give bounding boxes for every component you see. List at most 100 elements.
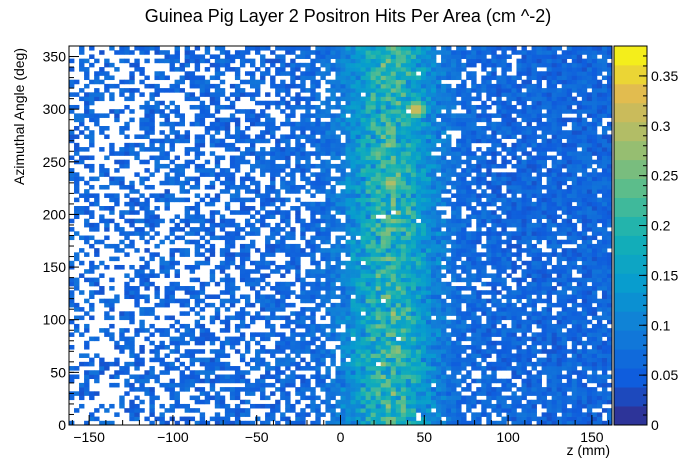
heatmap-cell (340, 248, 346, 253)
heatmap-cell (89, 307, 95, 312)
heatmap-cell (340, 159, 346, 165)
heatmap-cell (104, 218, 110, 224)
heatmap-cell (400, 113, 407, 118)
heatmap-cell (300, 420, 306, 426)
heatmap-cell (169, 408, 175, 413)
heatmap-cell (244, 218, 251, 224)
heatmap-cell (410, 361, 417, 367)
heatmap-cell (481, 408, 487, 413)
heatmap-cell (154, 344, 160, 350)
heatmap-cell (385, 138, 392, 144)
heatmap-cell (114, 176, 120, 182)
heatmap-cell (355, 117, 361, 123)
heatmap-cell (481, 332, 487, 337)
heatmap-cell (431, 420, 437, 426)
heatmap-cell (315, 117, 321, 123)
heatmap-cell (234, 311, 241, 316)
heatmap-cell (69, 420, 75, 426)
heatmap-cell (295, 46, 301, 51)
heatmap-cell (471, 75, 477, 81)
heatmap-cell (204, 130, 211, 135)
heatmap-cell (280, 264, 286, 270)
heatmap-cell (395, 163, 402, 169)
heatmap-cell (380, 412, 387, 417)
heatmap-cell (124, 235, 130, 241)
heatmap-cell (441, 176, 447, 182)
heatmap-cell (436, 340, 442, 346)
heatmap-cell (431, 184, 437, 190)
heatmap-cell (199, 227, 206, 232)
heatmap-cell (395, 235, 402, 241)
heatmap-cell (209, 218, 216, 224)
heatmap-cell (189, 50, 196, 55)
heatmap-cell (280, 336, 286, 342)
heatmap-cell (390, 382, 397, 388)
heatmap-cell (149, 193, 155, 198)
heatmap-cell (209, 416, 216, 422)
heatmap-cell (385, 412, 392, 417)
heatmap-cell (325, 336, 331, 342)
heatmap-cell (335, 79, 341, 85)
heatmap-cell (425, 319, 432, 325)
heatmap-cell (355, 382, 361, 388)
heatmap-cell (320, 138, 326, 144)
heatmap-cell (335, 378, 341, 384)
heatmap-cell (370, 50, 377, 55)
heatmap-cell (360, 210, 366, 215)
heatmap-cell (305, 412, 311, 417)
heatmap-cell (425, 243, 432, 249)
heatmap-cell (446, 231, 452, 236)
heatmap-cell (255, 100, 261, 106)
heatmap-cell (395, 382, 402, 388)
heatmap-cell (244, 294, 251, 300)
heatmap-cell (325, 180, 331, 186)
heatmap-cell (74, 328, 80, 333)
heatmap-cell (425, 88, 432, 93)
heatmap-cell (400, 138, 407, 144)
heatmap-cell (74, 286, 80, 291)
heatmap-cell (431, 298, 437, 304)
heatmap-cell (250, 332, 256, 337)
heatmap-cell (315, 370, 321, 375)
heatmap-cell (446, 302, 452, 308)
heatmap-cell (159, 130, 165, 135)
heatmap-cell (250, 142, 256, 148)
heatmap-cell (184, 403, 191, 409)
heatmap-cell (451, 328, 457, 333)
heatmap-cell (320, 239, 326, 245)
heatmap-cell (441, 92, 447, 97)
heatmap-cell (395, 193, 402, 198)
heatmap-cell (410, 104, 417, 110)
heatmap-cell (320, 235, 326, 241)
heatmap-cell (194, 214, 201, 219)
heatmap-cell (461, 395, 467, 401)
heatmap-cell (420, 294, 427, 300)
heatmap-cell (315, 382, 321, 388)
heatmap-cell (395, 67, 402, 72)
heatmap-cell (345, 277, 351, 283)
heatmap-cell (360, 264, 366, 270)
heatmap-cell (330, 387, 336, 392)
heatmap-cell (74, 256, 80, 262)
heatmap-cell (149, 130, 155, 135)
heatmap-cell (69, 134, 75, 139)
heatmap-cell (94, 353, 100, 358)
heatmap-cell (431, 319, 437, 325)
heatmap-cell (104, 75, 110, 81)
heatmap-cell (219, 88, 226, 93)
heatmap-cell (325, 294, 331, 300)
heatmap-cell (89, 193, 95, 198)
heatmap-cell (461, 243, 467, 249)
heatmap-cell (315, 218, 321, 224)
heatmap-cell (415, 307, 422, 312)
heatmap-cell (451, 201, 457, 207)
heatmap-cell (275, 155, 281, 161)
heatmap-cell (94, 75, 100, 81)
heatmap-cell (375, 155, 382, 161)
heatmap-cell (129, 201, 135, 207)
heatmap-cell (355, 138, 361, 144)
heatmap-cell (355, 50, 361, 55)
heatmap-cell (94, 239, 100, 245)
heatmap-cell (385, 151, 392, 156)
heatmap-cell (99, 357, 105, 363)
